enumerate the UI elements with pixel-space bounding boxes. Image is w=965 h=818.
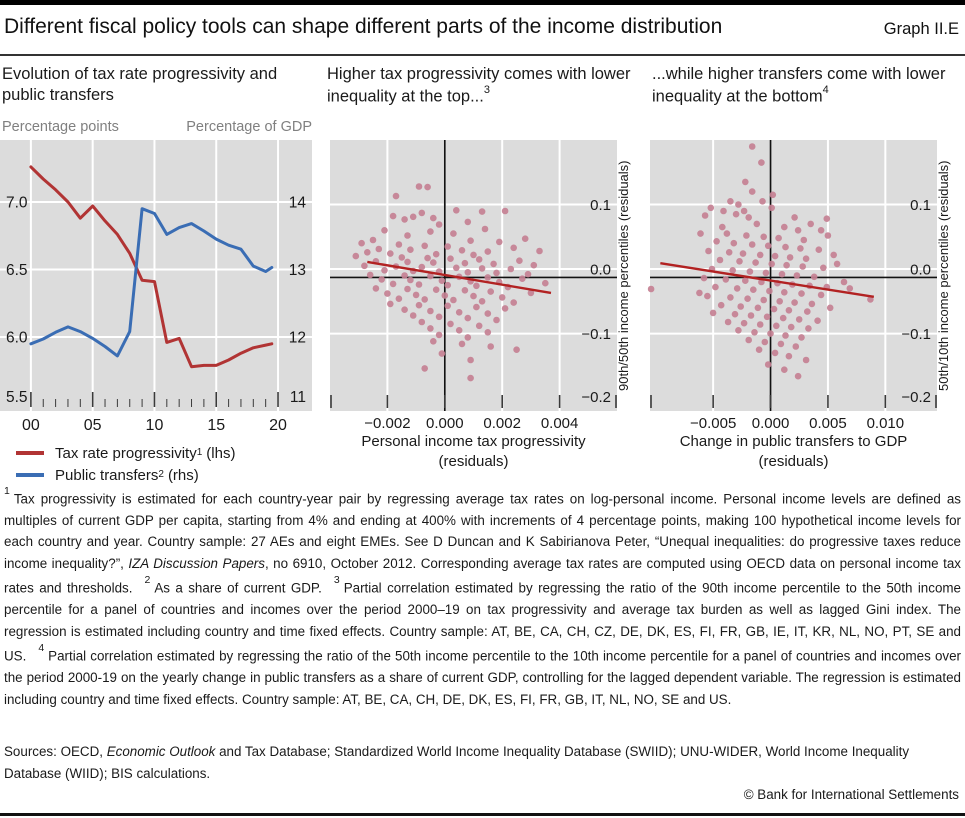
footnote-4-marker: 4 xyxy=(38,642,45,655)
svg-text:7.0: 7.0 xyxy=(6,194,28,211)
sources-pre: Sources: OECD, xyxy=(4,744,107,759)
middle-x-axis-title-line2: (residuals) xyxy=(438,452,509,470)
page-title: Different fiscal policy tools can shape … xyxy=(4,15,723,38)
right-x-axis-title-line1: Change in public transfers to GDP xyxy=(679,433,908,450)
footnote-3-text: Partial correlation estimated by regress… xyxy=(4,580,961,664)
svg-text:−0.2: −0.2 xyxy=(581,389,611,406)
legend: Tax rate progressivity 1 (lhs) Public tran… xyxy=(16,442,235,486)
svg-text:12: 12 xyxy=(289,330,306,347)
svg-text:−0.002: −0.002 xyxy=(364,415,410,432)
graph-number-label: Graph II.E xyxy=(883,20,959,38)
svg-text:−0.1: −0.1 xyxy=(581,326,611,343)
legend-footnote-ref: 2 xyxy=(158,468,164,480)
svg-text:6.5: 6.5 xyxy=(6,262,28,279)
svg-text:10: 10 xyxy=(146,417,164,434)
line-chart-tax-transfers: 7.0 6.5 6.0 5.5 14 13 12 11 00 05 10 15 20 xyxy=(0,140,312,434)
svg-text:0.000: 0.000 xyxy=(426,415,464,432)
right-x-axis-title-line2: (residuals) xyxy=(758,452,829,470)
panel-right-heading-text: ...while higher transfers come with lowe… xyxy=(652,65,946,106)
footnote-4-text: Partial correlation estimated by regress… xyxy=(4,648,961,707)
scatter-chart-bottom-inequality: −0.005 0.000 0.005 0.010 0.1 0.0 −0.1 −0.2 xyxy=(647,140,937,432)
footnote-1-italic: IZA Discussion Papers xyxy=(128,555,265,571)
svg-text:6.0: 6.0 xyxy=(6,330,28,347)
header-rule xyxy=(0,54,965,56)
legend-axis-note: (lhs) xyxy=(206,444,236,462)
copyright-line: © Bank for International Settlements xyxy=(743,787,959,802)
left-panel-axis-units: Percentage points Percentage of GDP xyxy=(2,119,312,135)
middle-y-axis-label: 90th/50th income percentiles (residuals) xyxy=(616,160,631,391)
legend-item-public-transfers: Public transfers 2 (rhs) xyxy=(16,464,235,486)
blue-line-swatch xyxy=(16,473,44,477)
svg-text:11: 11 xyxy=(290,389,306,406)
red-line-swatch xyxy=(16,451,44,455)
right-y-axis-label: 50th/10th income percentiles (residuals) xyxy=(936,160,951,391)
sources-post: and Tax Database; Standardized World Inc… xyxy=(4,744,910,781)
legend-label: Public transfers xyxy=(55,466,159,484)
top-bar xyxy=(0,0,965,5)
svg-text:0.005: 0.005 xyxy=(809,415,847,432)
sources-line: Sources: OECD, Economic Outlook and Tax … xyxy=(4,741,961,784)
legend-label: Tax rate progressivity xyxy=(55,444,197,462)
svg-text:0.1: 0.1 xyxy=(590,197,611,214)
svg-text:0.0: 0.0 xyxy=(590,262,611,279)
scatter-chart-top-inequality: −0.002 0.000 0.002 0.004 0.1 0.0 −0.1 −0.2 xyxy=(330,140,617,432)
legend-footnote-ref: 1 xyxy=(196,446,203,458)
panel-middle-heading-text: Higher tax progressivity comes with lowe… xyxy=(327,65,631,106)
middle-x-axis-title: Personal income tax progressivity (resid… xyxy=(330,432,617,472)
panel-right-heading-footnote-ref: 4 xyxy=(822,84,829,97)
middle-x-axis-title-line1: Personal income tax progressivity xyxy=(361,433,586,450)
legend-item-tax-progressivity: Tax rate progressivity 1 (lhs) xyxy=(16,442,235,464)
footnote-3-marker: 3 xyxy=(333,574,340,587)
svg-text:13: 13 xyxy=(289,262,306,279)
svg-text:0.010: 0.010 xyxy=(867,415,905,432)
svg-text:0.004: 0.004 xyxy=(541,415,579,432)
svg-text:05: 05 xyxy=(84,417,102,434)
svg-text:0.002: 0.002 xyxy=(483,415,521,432)
footnote-1-text-cont: , no 6910, October 2012. Corresponding a… xyxy=(4,555,961,596)
rhs-axis-unit-label: Percentage of GDP xyxy=(186,119,312,135)
panel-middle-heading-footnote-ref: 3 xyxy=(483,84,490,97)
legend-axis-note: (rhs) xyxy=(167,466,199,484)
panel-left-heading: Evolution of tax rate progressivity and … xyxy=(2,65,278,105)
footnote-1-marker: 1 xyxy=(4,485,10,497)
sources-italic: Economic Outlook xyxy=(106,744,216,759)
footnotes: 1Tax progressivity is estimated for each… xyxy=(4,485,961,710)
footnote-2-text: As a share of current GDP. xyxy=(154,580,322,596)
svg-text:0.0: 0.0 xyxy=(910,262,931,279)
footnote-1-text: Tax progressivity is estimated for each … xyxy=(4,491,961,571)
right-x-axis-title: Change in public transfers to GDP (resid… xyxy=(650,432,937,472)
svg-text:20: 20 xyxy=(269,417,287,434)
lhs-axis-unit-label: Percentage points xyxy=(2,119,119,135)
svg-text:0.000: 0.000 xyxy=(752,415,790,432)
svg-text:−0.005: −0.005 xyxy=(690,415,736,432)
svg-text:−0.1: −0.1 xyxy=(901,326,931,343)
footnote-2-marker: 2 xyxy=(144,574,151,587)
panel-middle-heading: Higher tax progressivity comes with lowe… xyxy=(327,64,641,108)
svg-text:00: 00 xyxy=(22,417,40,434)
svg-text:5.5: 5.5 xyxy=(6,389,28,406)
svg-text:14: 14 xyxy=(289,194,307,211)
bottom-rule xyxy=(0,813,965,816)
svg-text:15: 15 xyxy=(207,417,225,434)
panel-right-heading: ...while higher transfers come with lowe… xyxy=(652,64,965,108)
svg-text:−0.2: −0.2 xyxy=(901,389,931,406)
svg-text:0.1: 0.1 xyxy=(910,197,931,214)
